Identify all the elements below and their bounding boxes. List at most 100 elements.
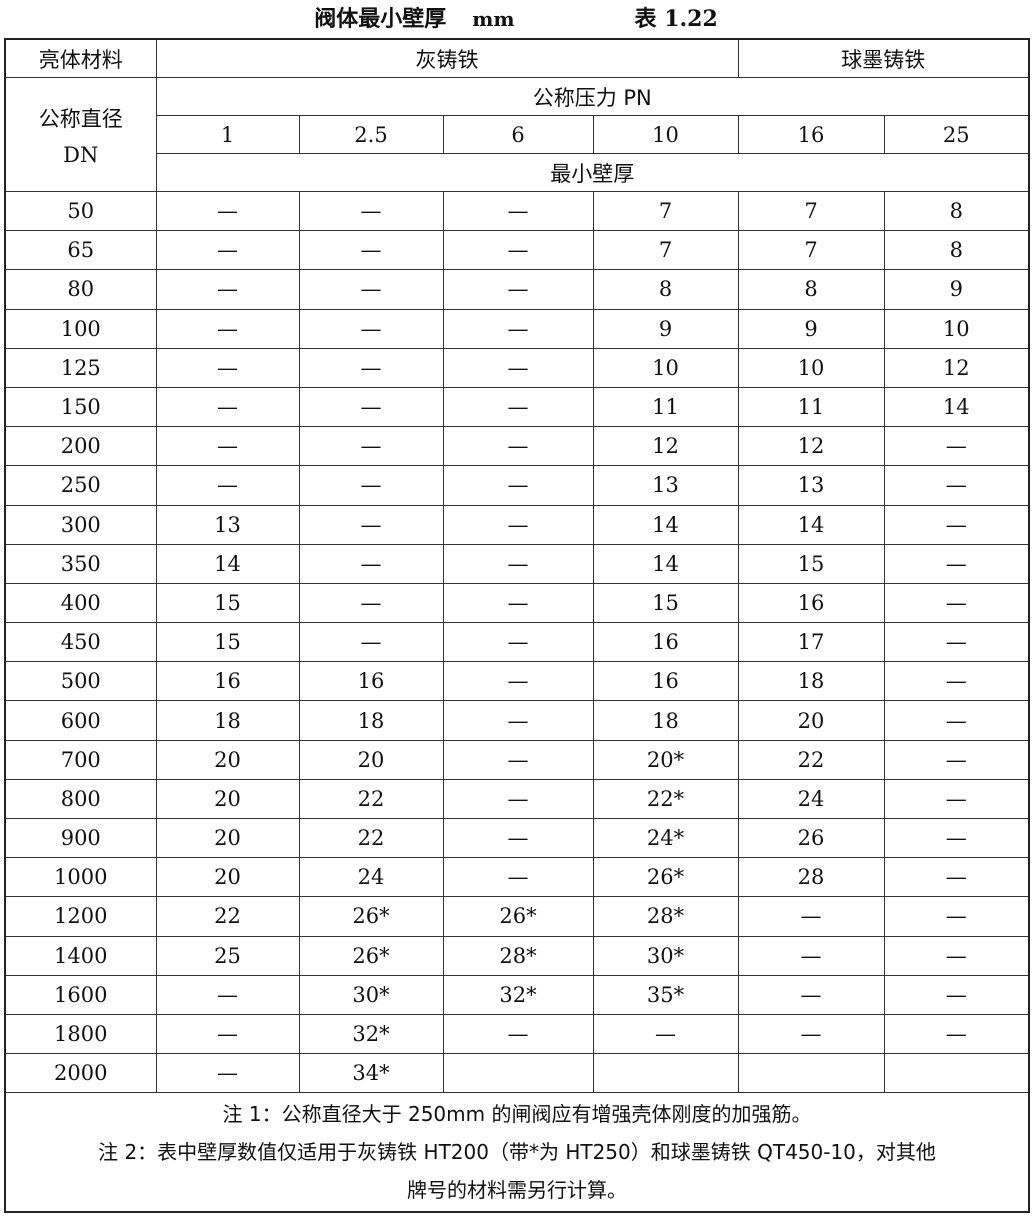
thickness-cell: —	[883, 974, 1030, 1015]
thickness-cell: —	[442, 308, 594, 349]
thickness-cell: —	[442, 230, 594, 271]
header-row-pn-values: 1 2.5 6 10 16 25	[5, 115, 1030, 154]
thickness-cell: 32*	[442, 974, 594, 1015]
thickness-cell: —	[883, 778, 1030, 820]
thickness-cell: —	[298, 190, 444, 232]
dn-cell: 125	[4, 347, 157, 388]
thickness-cell: —	[298, 347, 444, 388]
thickness-cell: —	[298, 465, 444, 506]
thickness-cell: —	[883, 622, 1030, 663]
thickness-cell: 18	[298, 700, 444, 741]
grey-iron-header: 灰铸铁	[155, 38, 739, 78]
dn-cell: 1600	[4, 974, 157, 1015]
dn-cell: 2000	[4, 1053, 157, 1094]
thickness-cell: —	[155, 386, 300, 428]
thickness-cell: —	[442, 386, 594, 428]
table-row: 400 15— —15 16—	[4, 582, 1030, 624]
table-row: 500 16 16—16 18—	[4, 661, 1030, 702]
thickness-cell: —	[298, 426, 444, 467]
thickness-cell: —	[737, 935, 885, 976]
dn-cell: 1400	[4, 935, 157, 976]
dn-cell: 200	[4, 426, 157, 467]
thickness-cell: 12	[592, 426, 739, 467]
thickness-cell: 26*	[298, 896, 444, 937]
dn-cell: 500	[4, 661, 157, 702]
thickness-cell: 22	[298, 817, 444, 859]
thickness-cell: 16	[737, 582, 885, 624]
table-row: 1200 22 26* 26* 28* — —	[4, 896, 1030, 937]
thickness-cell: 7	[592, 190, 739, 232]
dn-cell: 350	[4, 543, 157, 584]
dn-cell: 450	[4, 622, 157, 663]
thickness-cell: —	[883, 739, 1030, 780]
thickness-cell: 15	[737, 543, 885, 584]
thickness-cell: 20	[155, 817, 300, 859]
thickness-cell: 24	[737, 778, 885, 820]
thickness-cell: 16	[298, 661, 444, 702]
dn-cell: 50	[4, 190, 157, 232]
thickness-cell: 30*	[592, 935, 739, 976]
table-row: 80— — —8 8 9	[4, 269, 1030, 310]
thickness-cell: —	[737, 896, 885, 937]
thickness-cell: —	[155, 1053, 300, 1094]
note-2-line-2: 牌号的材料需另行计算。	[407, 1178, 627, 1203]
thickness-cell: —	[442, 661, 594, 702]
table-row: 450 15— —16 17—	[4, 622, 1030, 663]
thickness-cell: 10	[592, 347, 739, 388]
thickness-cell: —	[155, 426, 300, 467]
thickness-cell: 20	[298, 739, 444, 780]
thickness-cell: —	[737, 1013, 885, 1055]
thickness-cell: 14	[737, 504, 885, 545]
thickness-cell: 14	[155, 543, 300, 584]
thickness-cell: 28	[737, 857, 885, 898]
thickness-cell: 18	[592, 700, 739, 741]
thickness-cell: 26*	[442, 896, 594, 937]
thickness-cell: 17	[737, 622, 885, 663]
table-row: 1600—30* 32* 35* — —	[4, 974, 1030, 1015]
thickness-cell: 16	[155, 661, 300, 702]
thickness-cell: 8	[883, 190, 1030, 232]
thickness-cell: —	[155, 347, 300, 388]
thickness-cell: —	[737, 974, 885, 1015]
thickness-cell: 13	[592, 465, 739, 506]
pn-value: 1	[155, 115, 300, 154]
thickness-cell: 15	[592, 582, 739, 624]
thickness-cell: —	[883, 582, 1030, 624]
thickness-cell: —	[883, 426, 1030, 467]
thickness-cell: 20	[155, 857, 300, 898]
thickness-cell: 28*	[442, 935, 594, 976]
thickness-cell	[442, 1053, 594, 1094]
thickness-cell: 15	[155, 622, 300, 663]
thickness-cell: 11	[592, 386, 739, 428]
table-row: 300 13— —14 14—	[4, 504, 1030, 545]
thickness-cell: 22*	[592, 778, 739, 820]
thickness-cell: —	[883, 543, 1030, 584]
thickness-cell: 14	[592, 543, 739, 584]
thickness-cell: —	[442, 347, 594, 388]
table-row: 600 18 18—18 20—	[4, 700, 1030, 741]
thickness-cell: 35*	[592, 974, 739, 1015]
thickness-cell: 13	[155, 504, 300, 545]
thickness-cell: —	[442, 1013, 594, 1055]
thickness-cell: 18	[155, 700, 300, 741]
thickness-cell: 7	[737, 230, 885, 271]
thickness-cell: —	[442, 190, 594, 232]
thickness-cell: —	[155, 465, 300, 506]
header-row-pn: 公称直径 DN 公称压力 PN	[4, 77, 1030, 192]
table-row: 1400 25 26* 28* 30* — —	[4, 935, 1030, 976]
thickness-cell: 20	[155, 739, 300, 780]
thickness-cell: 16	[592, 661, 739, 702]
thickness-cell: —	[298, 504, 444, 545]
table-row: 150— — —11 11 14	[4, 386, 1030, 428]
thickness-cell: 8	[592, 269, 739, 310]
dn-cell: 600	[4, 700, 157, 741]
thickness-cell: 12	[883, 347, 1030, 388]
thickness-cell: 10	[883, 308, 1030, 349]
thickness-cell: —	[442, 739, 594, 780]
thickness-cell: 8	[883, 230, 1030, 271]
table-row: 2000—34*	[4, 1053, 1030, 1094]
thickness-cell: —	[298, 543, 444, 584]
table-row: 65— — —7 7 8	[4, 230, 1030, 271]
table-title: 阀体最小壁厚 mm 表 1.22	[0, 0, 1032, 38]
thickness-cell: 11	[737, 386, 885, 428]
